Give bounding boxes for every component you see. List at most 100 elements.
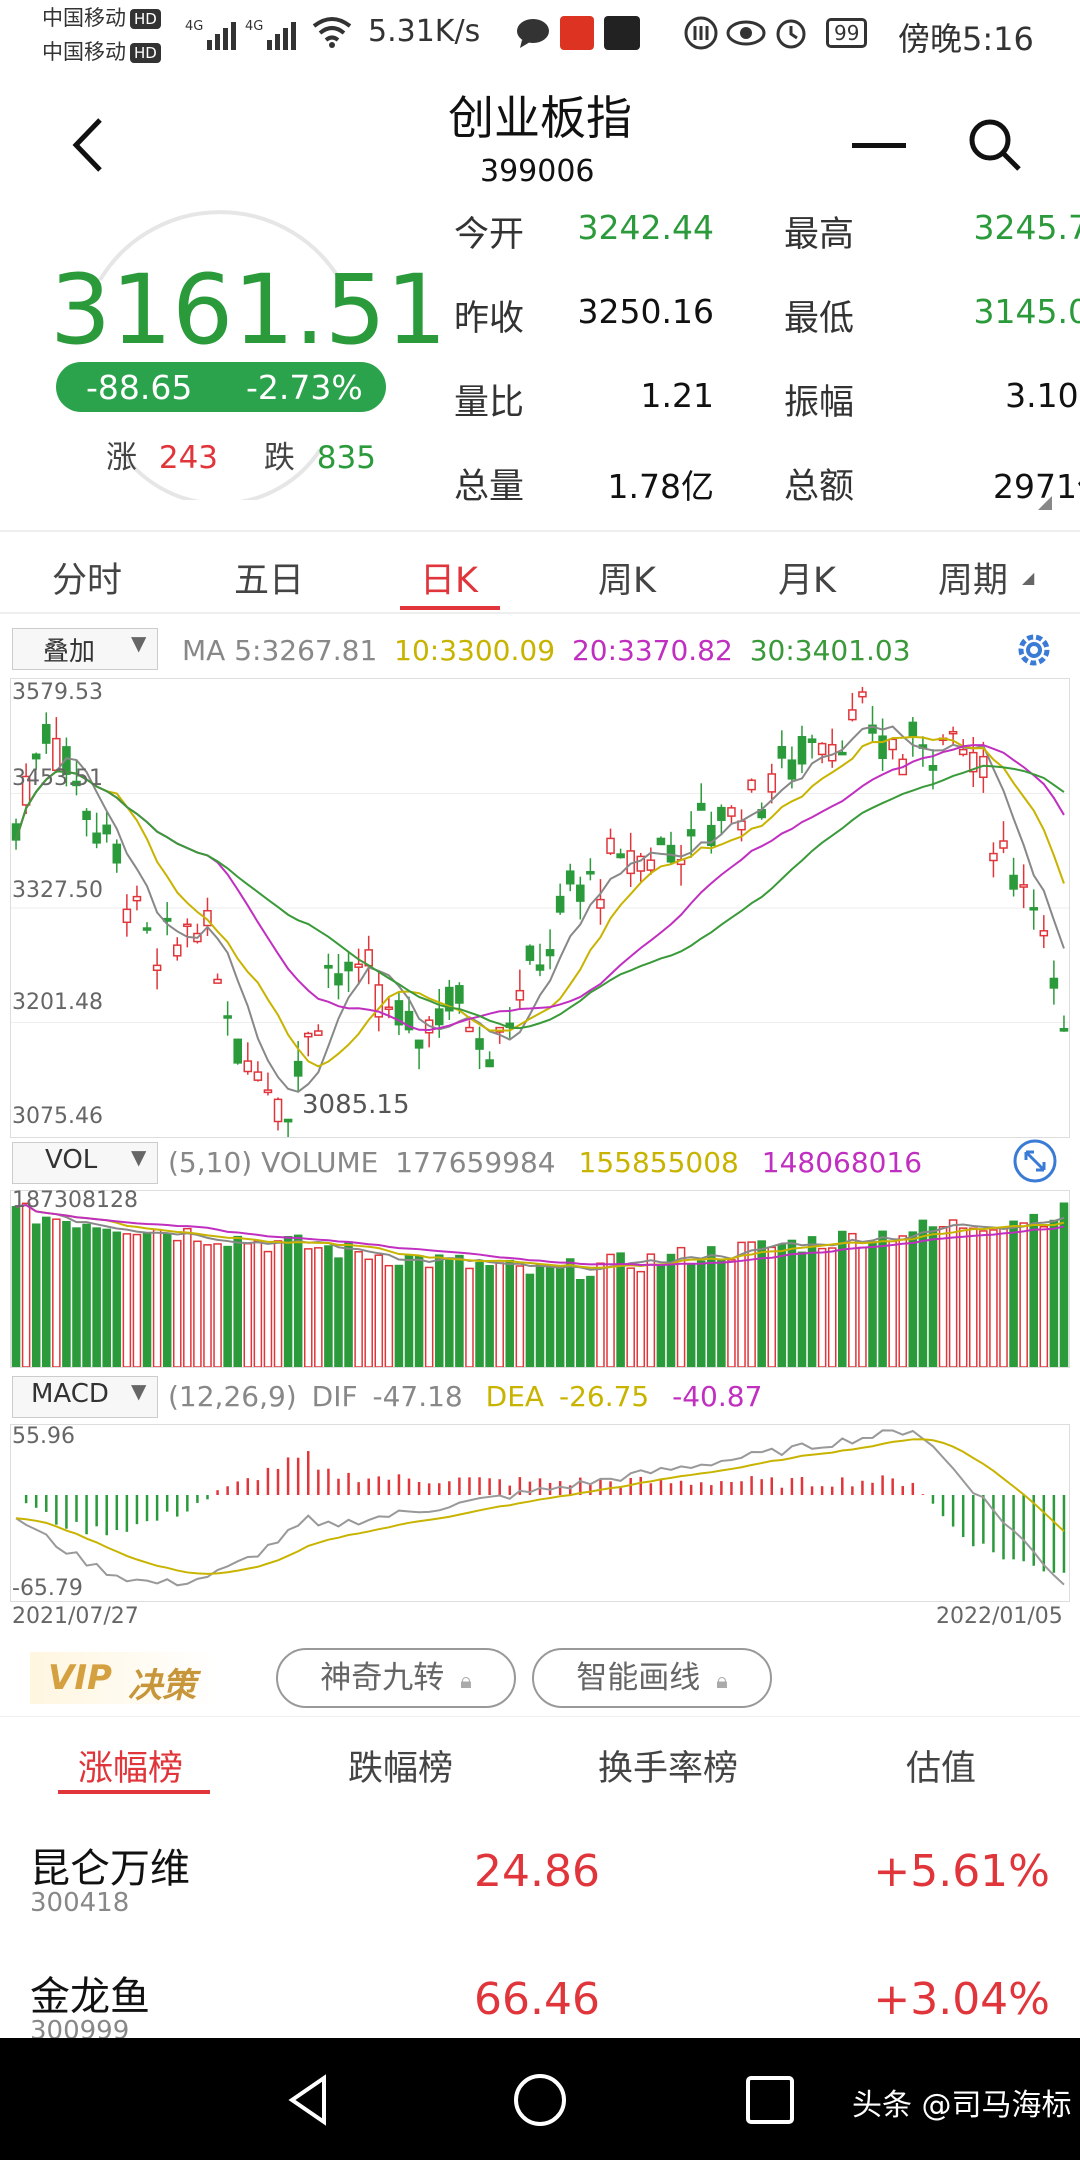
ranking-tab-0[interactable]: 涨幅榜 [78,1749,184,1789]
candle [586,871,595,875]
candle [545,949,555,957]
candle [183,923,192,928]
up-count: 243 [158,440,219,476]
message-icon [516,18,550,48]
gear-icon [1018,634,1050,666]
volume-bar [495,1262,504,1368]
tab-1[interactable]: 五日 [234,561,305,601]
candle [576,884,585,902]
active-tab-indicator [400,606,500,610]
candle [958,748,968,756]
overlay-select[interactable]: 叠加 ▼ [12,628,158,670]
tab-5[interactable]: 周期 [938,561,1009,601]
stock-name: 昆仑万维 [30,1846,190,1892]
volume-select[interactable]: VOL ▼ [12,1142,158,1184]
candle [62,746,71,775]
smart-draw-button[interactable]: 智能画线 🔒︎ [532,1648,772,1708]
candle [888,738,897,751]
nfc-icon [684,16,718,54]
menu-button[interactable] [850,126,908,166]
volume-bar [898,1235,908,1368]
settings-button[interactable] [1012,628,1056,672]
ma30-value: 3401.03 [794,634,911,667]
divider [0,1716,1080,1717]
candle [848,709,857,721]
candle [707,824,716,847]
list-item[interactable]: 昆仑万维 300418 24.86 +5.61% [0,1820,1080,1948]
volume-bar [586,1275,595,1368]
volume-bar [1039,1225,1049,1368]
current-price: 3161.51 [50,254,447,366]
stats-grid: 今开 3242.44 最高 3245.76 昨收 3250.16 最低 3145.05 量比 1.… [454,200,1080,520]
vip-label: VIP [48,1658,112,1698]
volume-v3: 148068016 [761,1146,923,1179]
volume-bar [283,1235,293,1368]
volume-bar [878,1230,887,1368]
candle [324,964,333,969]
stock-code: 399006 [480,154,595,189]
candle [1059,1027,1069,1032]
candle [465,1026,474,1033]
candle [817,742,827,756]
stat-value: 3245.76 [973,208,1080,247]
volume-label: (5,10) VOLUME [168,1146,379,1179]
magic-nine-button[interactable]: 神奇九转 🔒︎ [276,1648,516,1708]
ma10-value: 3300.09 [439,634,556,667]
candle [72,780,81,787]
volume-bar [999,1226,1008,1368]
volume-bar [838,1230,847,1368]
expand-corner-icon[interactable] [1038,496,1052,510]
stat-value: 3145.05 [973,292,1080,331]
volume-bar [767,1246,777,1368]
volume-bar [797,1251,807,1368]
tab-0[interactable]: 分时 [52,561,123,601]
nav-home-button[interactable] [510,2070,570,2130]
volume-bar [82,1223,91,1368]
volume-bar [445,1257,454,1368]
macd-select-label: MACD [31,1379,109,1409]
divider [0,612,1080,614]
list-item[interactable]: 金龙鱼 300999 66.46 +3.04% [0,1948,1080,2038]
candle [374,984,384,1018]
candle [112,843,122,864]
candle [878,735,887,760]
ranking-tab-1[interactable]: 跌幅榜 [348,1749,454,1789]
volume-bar [848,1232,857,1368]
vip-badge[interactable]: VIP 决策 [30,1652,216,1706]
divider [0,530,1080,532]
volume-bar [465,1267,474,1368]
candle [233,1038,242,1064]
tab-3[interactable]: 周K [598,561,656,601]
volume-bar [314,1247,323,1368]
volume-bar [696,1260,706,1368]
ma20-label: 20: [571,634,617,667]
volume-bar [52,1218,61,1368]
ranking-tab-2[interactable]: 换手率榜 [598,1749,739,1789]
tab-2[interactable]: 日K [420,561,478,601]
change-percent: -2.73% [246,368,363,407]
candle [656,837,666,846]
search-button[interactable] [964,114,1024,174]
macd-chart[interactable] [10,1424,1070,1602]
volume-bar [938,1225,948,1368]
volume-chart[interactable] [10,1190,1070,1368]
candle [777,746,787,759]
volume-bar [62,1221,71,1368]
low-marker: 3085.15 [302,1090,410,1120]
fullscreen-button[interactable] [1012,1138,1058,1184]
battery-icon: 99 [826,18,868,48]
candle [132,895,142,902]
kline-chart[interactable] [10,678,1070,1139]
nav-back-button[interactable] [280,2070,340,2130]
volume-bar [555,1265,565,1368]
macd-select[interactable]: MACD ▼ [12,1376,158,1418]
candle [142,927,152,931]
tab-4[interactable]: 月K [778,561,836,601]
ranking-tab-3[interactable]: 估值 [906,1749,977,1789]
dif-value: -47.18 [372,1380,463,1413]
back-button[interactable] [60,110,120,180]
volume-bar [787,1239,797,1368]
nav-recents-button[interactable] [740,2070,800,2130]
volume-bar [888,1240,897,1368]
chart-tabs: 分时 五日 日K 周K 月K 周期 ◢ [0,552,1080,612]
